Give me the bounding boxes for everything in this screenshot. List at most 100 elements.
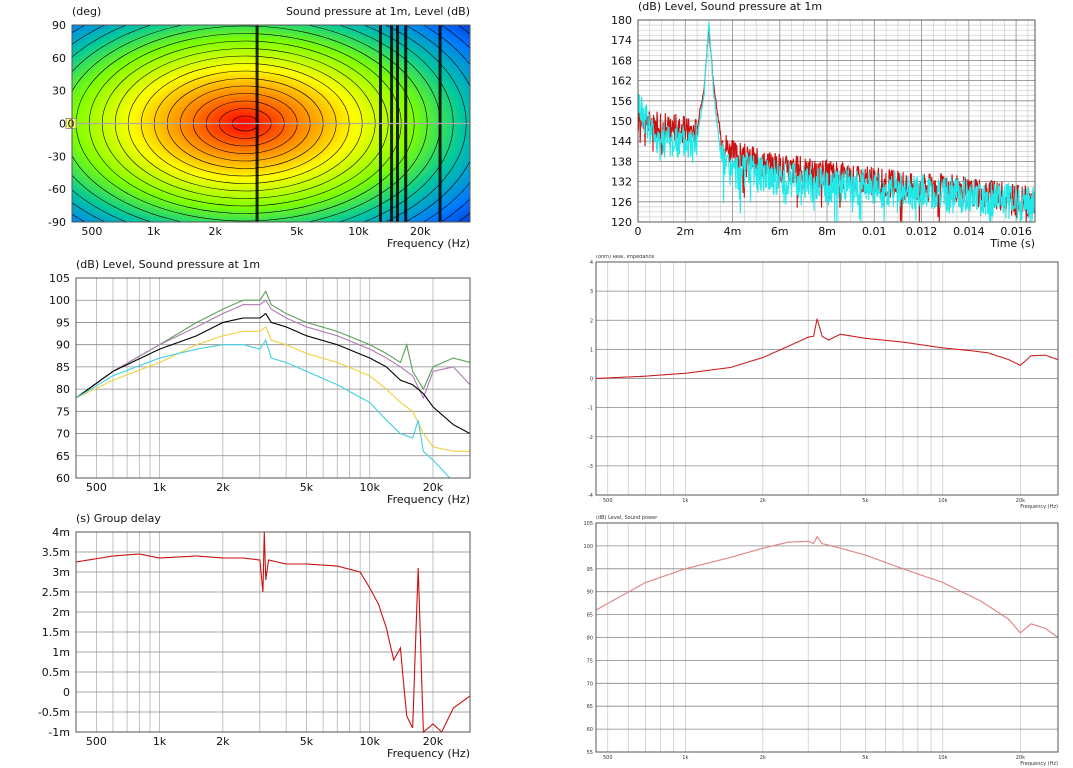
plot-border [637, 19, 1036, 223]
series-line-4 [75, 339, 451, 479]
x-tick-label: 2k [209, 225, 223, 238]
y-tick-label: 80 [56, 383, 70, 396]
x-axis-label: Frequency (Hz) [387, 747, 470, 760]
y-tick-label: 156 [611, 95, 632, 108]
y-tick-label: 30 [52, 85, 66, 98]
series-line-0 [595, 318, 1059, 380]
y-tick-label: -3 [588, 464, 593, 470]
x-tick-label: 2k [216, 735, 230, 748]
impulse-response-chart: (dB) Level, Sound pressure at 1m 180 174 16… [611, 0, 1036, 250]
series-line-3 [75, 326, 470, 452]
chart-title: (ohm) Real, Impedance [596, 255, 654, 260]
x-tick-label: 0.014 [953, 225, 985, 238]
y-tick-label: 0 [63, 686, 70, 699]
x-axis-label: Time (s) [989, 237, 1035, 250]
x-tick-label: 4m [724, 225, 742, 238]
x-tick-label: 500 [603, 755, 613, 761]
y-tick-label: -90 [48, 216, 66, 229]
series-line-1 [637, 21, 1036, 223]
y-tick-label: 4 [590, 260, 593, 266]
spl-frequency-panel: (dB) Level, Sound pressure at 1m 105 100 95… [0, 255, 478, 510]
y-tick-label: 105 [583, 521, 593, 527]
y-tick-label: 75 [56, 405, 70, 418]
group-delay-panel: (s) Group delay 4m 3.5m 3m 2.5m 2m 1.5m 1m 0.5m 0… [0, 510, 478, 768]
plot-border [595, 522, 1059, 753]
y-tick-label: -1m [48, 726, 70, 739]
y-tick-label: 75 [587, 658, 593, 664]
y-tick-label: -1 [588, 406, 593, 412]
x-tick-label: 1k [153, 481, 167, 494]
y-tick-label: 95 [587, 567, 593, 573]
y-tick-label: 144 [611, 135, 632, 148]
y-tick-label: 3m [52, 566, 70, 579]
x-tick-label: 5k [290, 225, 304, 238]
y-tick-label: 126 [611, 196, 632, 209]
chart-title: (dB) Level, Sound pressure at 1m [638, 0, 822, 13]
y-tick-label: 85 [587, 613, 593, 619]
chart-title: (dB) Level, Sound power [596, 515, 658, 521]
x-tick-label: 5k [300, 481, 314, 494]
x-tick-label: 8m [818, 225, 836, 238]
x-tick-label: 20k [423, 481, 444, 494]
x-tick-label: 500 [603, 498, 613, 504]
x-tick-label: 10k [360, 481, 381, 494]
chart-title: (dB) Level, Sound pressure at 1m [76, 258, 260, 271]
y-tick-label: 65 [587, 704, 593, 710]
y-tick-label: 1m [52, 646, 70, 659]
plot-border [595, 261, 1059, 496]
plot-border [75, 531, 471, 733]
y-tick-label: 150 [611, 115, 632, 128]
y-tick-label: -0.5m [38, 706, 70, 719]
y-tick-label: -4 [588, 493, 593, 499]
y-tick-label: 0 [59, 118, 66, 131]
x-tick-label: 6m [771, 225, 789, 238]
y-tick-label: 60 [587, 727, 593, 733]
group-delay-chart: (s) Group delay 4m 3.5m 3m 2.5m 2m 1.5m 1m 0.5m 0… [38, 512, 471, 760]
x-tick-label: 10k [348, 225, 369, 238]
angle-cursor-label: 0 [68, 118, 75, 131]
plot-border [71, 24, 471, 223]
x-tick-label: 2k [216, 481, 230, 494]
x-axis-label: Frequency (Hz) [1020, 761, 1058, 767]
x-tick-label: 10k [938, 755, 947, 761]
x-tick-label: 2k [760, 498, 766, 504]
y-tick-label: 138 [611, 155, 632, 168]
y-tick-label: 3 [590, 289, 593, 295]
y-tick-label: 100 [49, 294, 70, 307]
angle-cursor-marker[interactable] [65, 118, 77, 129]
chart-title: Sound pressure at 1m, Level (dB) [286, 5, 470, 18]
y-tick-label: 180 [611, 14, 632, 27]
y-tick-label: 95 [56, 316, 70, 329]
y-tick-label: 60 [52, 52, 66, 65]
y-tick-label: 1 [590, 347, 593, 353]
y-tick-label: 1.5m [42, 626, 70, 639]
y-tick-label: 55 [587, 750, 593, 756]
y-tick-label: 85 [56, 361, 70, 374]
x-tick-label: 5k [862, 755, 868, 761]
y-tick-label: 2 [590, 318, 593, 324]
y-tick-label: -60 [48, 183, 66, 196]
y-tick-label: 2m [52, 606, 70, 619]
y-tick-label: 0 [590, 377, 593, 383]
x-tick-label: 0.012 [906, 225, 938, 238]
x-axis-label: Frequency (Hz) [387, 237, 470, 250]
chart-title: (s) Group delay [76, 512, 161, 525]
series-line-1 [75, 299, 471, 400]
x-tick-label: 20k [1016, 755, 1025, 761]
x-tick-label: 0.016 [1000, 225, 1032, 238]
y-tick-label: 70 [56, 428, 70, 441]
y-tick-label: 105 [49, 272, 70, 285]
x-axis-label: Frequency (Hz) [1020, 504, 1058, 510]
y-tick-label: 90 [587, 590, 593, 596]
x-tick-label: 2m [676, 225, 694, 238]
y-tick-label: 80 [587, 636, 593, 642]
x-tick-label: 1k [682, 498, 688, 504]
x-tick-label: 0.01 [862, 225, 887, 238]
spl-frequency-chart: (dB) Level, Sound pressure at 1m 105 100 95… [49, 258, 471, 506]
x-tick-label: 1k [147, 225, 161, 238]
y-tick-label: 120 [611, 216, 632, 229]
y-tick-label: 174 [611, 34, 632, 47]
x-tick-label: 500 [86, 735, 107, 748]
